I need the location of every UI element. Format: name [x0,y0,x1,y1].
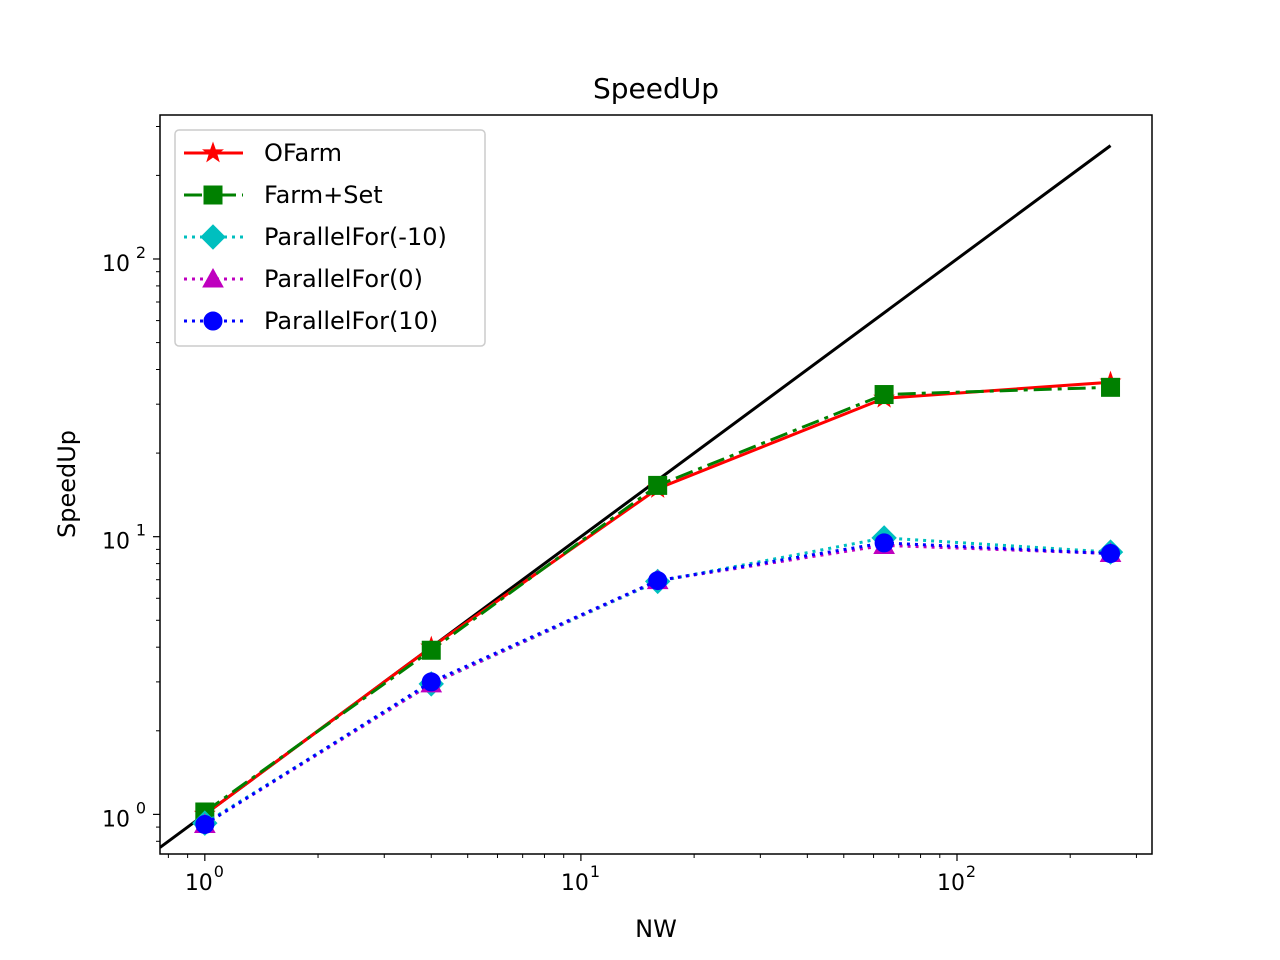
data-point [421,640,441,660]
legend-label: ParallelFor(-10) [264,223,447,251]
data-point [421,672,441,692]
y-axis-label: SpeedUp [53,430,81,538]
x-tick-exponent: 2 [966,862,976,881]
series-4 [195,533,1121,834]
series-0 [193,370,1122,824]
y-tick-exponent: 1 [136,521,146,540]
data-point [648,475,668,495]
y-tick-exponent: 0 [136,798,146,817]
legend-label: OFarm [264,139,342,167]
series-line [203,385,1111,814]
y-tick-label: 10 [102,252,130,277]
legend-item: ParallelFor(0) [184,265,423,293]
legend-marker [202,141,224,163]
axis-ticks: 10 0 10 1 10 210 010 110 2 [102,243,976,896]
series-line [204,541,1111,826]
y-tick-exponent: 2 [136,243,146,262]
legend-item: Farm+Set [184,181,383,209]
y-tick-label: 10 [102,807,130,832]
series-1 [195,377,1121,822]
legend-marker [203,185,223,205]
x-tick-label: 10 [937,871,965,896]
chart-title: SpeedUp [593,72,719,105]
legend-marker [200,224,226,250]
legend: OFarm Farm+Set ParallelFor(-10) ParallelFor… [174,129,486,347]
series-line [203,380,1111,816]
series-group [192,370,1124,836]
legend-box [174,129,486,347]
legend-label: Farm+Set [264,181,383,209]
legend-marker [202,267,224,288]
x-tick-exponent: 1 [590,862,600,881]
legend-item: OFarm [184,139,342,167]
data-point [874,533,894,553]
data-point [1101,377,1121,397]
legend-item: ParallelFor(-10) [184,223,447,251]
x-tick-label: 10 [561,871,589,896]
legend-marker [203,311,223,331]
plot-area [159,114,1153,855]
x-tick-exponent: 0 [214,862,224,881]
legend-label: ParallelFor(0) [264,265,423,293]
data-point [1101,543,1121,563]
x-tick-label: 10 [185,871,213,896]
legend-label: ParallelFor(10) [264,307,438,335]
x-axis-label: NW [635,915,677,943]
legend-item: ParallelFor(10) [184,307,438,335]
data-point [648,571,668,591]
data-point [874,385,894,405]
y-tick-label: 10 [102,530,130,555]
data-point [195,814,215,834]
